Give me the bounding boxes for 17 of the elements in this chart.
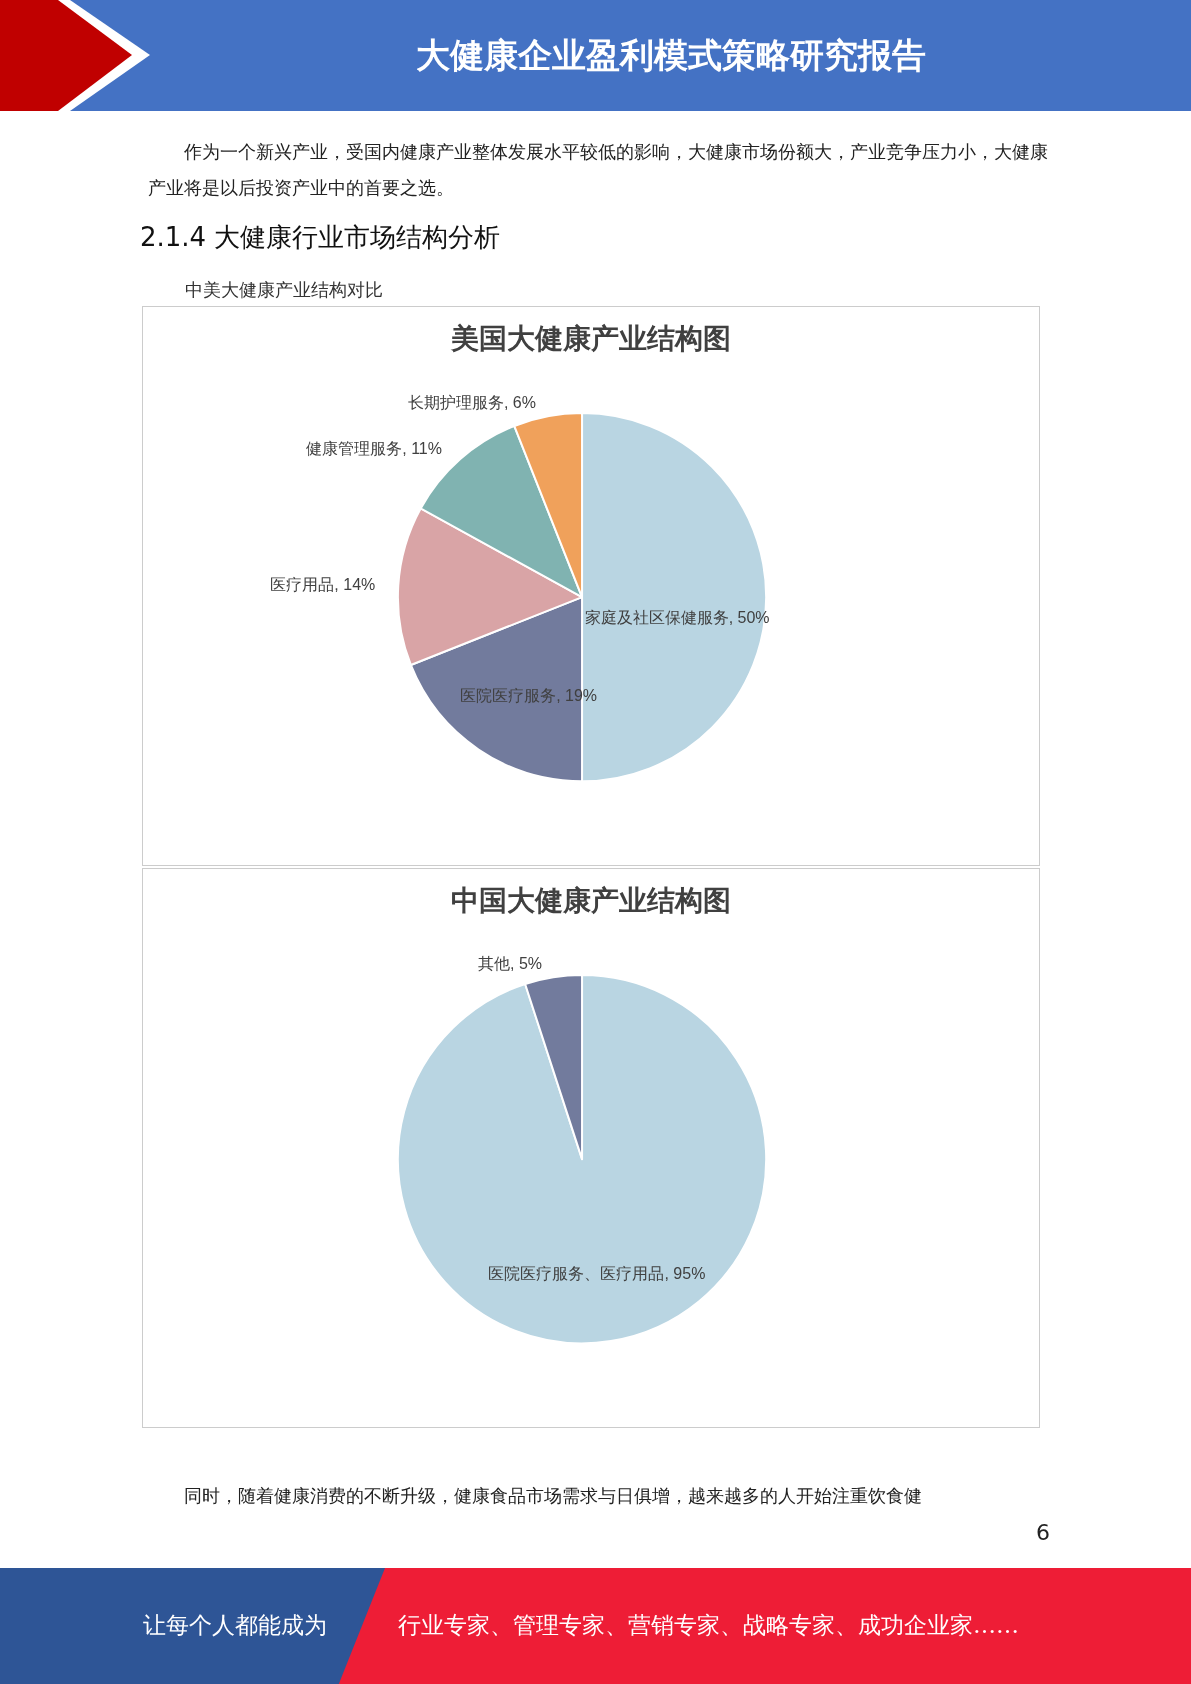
text: 行业专家、管理专家、营销专家、战略专家、成功企业家…… (398, 1611, 1019, 1640)
slice-label: 医疗用品, 14% (270, 576, 376, 594)
chart-title: 中国大健康产业结构图 (451, 883, 731, 917)
slice-label: 长期护理服务, 6% (407, 394, 536, 412)
text: 同时，随着健康消费的不断升级，健康食品市场需求与日俱增，越来越多的人开始注重饮食健 (183, 1484, 923, 1508)
slice-label: 家庭及社区保健服务, 50% (584, 608, 770, 626)
text: 大健康企业盈利模式策略研究报告 (414, 34, 927, 77)
chart-title: 美国大健康产业结构图 (450, 321, 731, 355)
text: 2.1.4 大健康行业市场结构分析 (140, 221, 501, 254)
slice-label: 医院医疗服务, 19% (460, 687, 598, 705)
slice-label: 其他, 5% (478, 954, 543, 972)
text: 中美大健康产业结构对比 (185, 278, 383, 302)
text: 让每个人都能成为 (143, 1611, 327, 1640)
slice-label: 健康管理服务, 11% (306, 440, 443, 458)
slice-label: 医院医疗服务、医疗用品, 95% (488, 1264, 706, 1282)
text: 6 (1035, 1520, 1050, 1545)
text: 作为一个新兴产业，受国内健康产业整体发展水平较低的影响，大健康市场份额大，产业竞争压力小，大健康产业将是以后投资产业中的首要之选。 (148, 140, 1048, 200)
